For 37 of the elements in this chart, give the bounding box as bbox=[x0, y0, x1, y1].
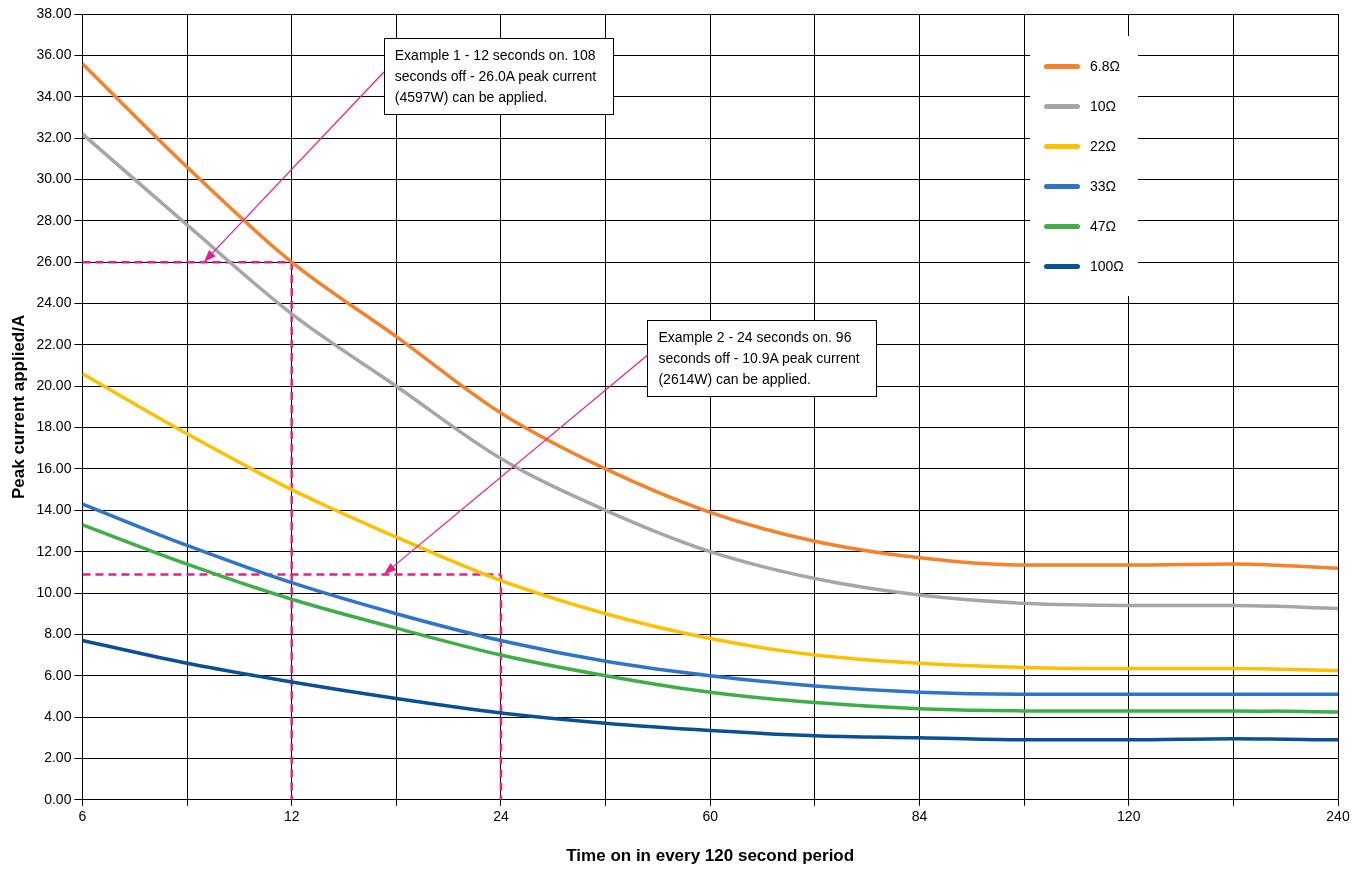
x-tick-label: 120 bbox=[1117, 808, 1141, 825]
x-tick-label: 6 bbox=[78, 808, 87, 825]
legend-label: 22Ω bbox=[1090, 138, 1117, 154]
y-tick-label: 4.00 bbox=[44, 707, 72, 724]
y-tick-label: 12.00 bbox=[36, 542, 72, 559]
y-tick-label: 10.00 bbox=[36, 583, 72, 600]
y-tick-label: 0.00 bbox=[44, 790, 72, 807]
y-tick-label: 14.00 bbox=[36, 501, 72, 518]
legend-label: 10Ω bbox=[1090, 98, 1117, 114]
y-tick-label: 32.00 bbox=[36, 128, 72, 145]
y-tick-label: 24.00 bbox=[36, 294, 72, 311]
legend-label: 6.8Ω bbox=[1090, 58, 1120, 74]
y-tick-label: 36.00 bbox=[36, 46, 72, 63]
x-tick-label: 240 bbox=[1326, 808, 1350, 825]
y-tick-label: 18.00 bbox=[36, 418, 72, 435]
y-tick-label: 28.00 bbox=[36, 211, 72, 228]
legend-label: 100Ω bbox=[1090, 258, 1124, 274]
y-tick-label: 26.00 bbox=[36, 253, 72, 270]
y-axis-title: Peak current applied/A bbox=[8, 314, 28, 500]
y-tick-label: 34.00 bbox=[36, 87, 72, 104]
y-tick-label: 6.00 bbox=[44, 666, 72, 683]
legend-label: 47Ω bbox=[1090, 218, 1117, 234]
x-tick-label: 12 bbox=[283, 808, 300, 825]
y-tick-label: 20.00 bbox=[36, 377, 72, 394]
y-tick-label: 30.00 bbox=[36, 170, 72, 187]
x-tick-label: 84 bbox=[911, 808, 928, 825]
x-axis-title: Time on in every 120 second period bbox=[566, 846, 855, 866]
y-tick-label: 38.00 bbox=[36, 4, 72, 21]
x-tick-label: 60 bbox=[702, 808, 719, 825]
y-tick-label: 16.00 bbox=[36, 459, 72, 476]
y-tick-label: 2.00 bbox=[44, 749, 72, 766]
y-tick-label: 8.00 bbox=[44, 625, 72, 642]
annotation: Example 1 - 12 seconds on. 108 seconds off - 26.0A peak current (4597W) can be applied. bbox=[383, 37, 614, 115]
annotation: Example 2 - 24 seconds on. 96 seconds off - 10.9A peak current (2614W) can be applied. bbox=[647, 320, 878, 398]
legend-label: 33Ω bbox=[1090, 178, 1117, 194]
x-tick-label: 24 bbox=[493, 808, 509, 825]
y-tick-label: 22.00 bbox=[36, 335, 72, 352]
